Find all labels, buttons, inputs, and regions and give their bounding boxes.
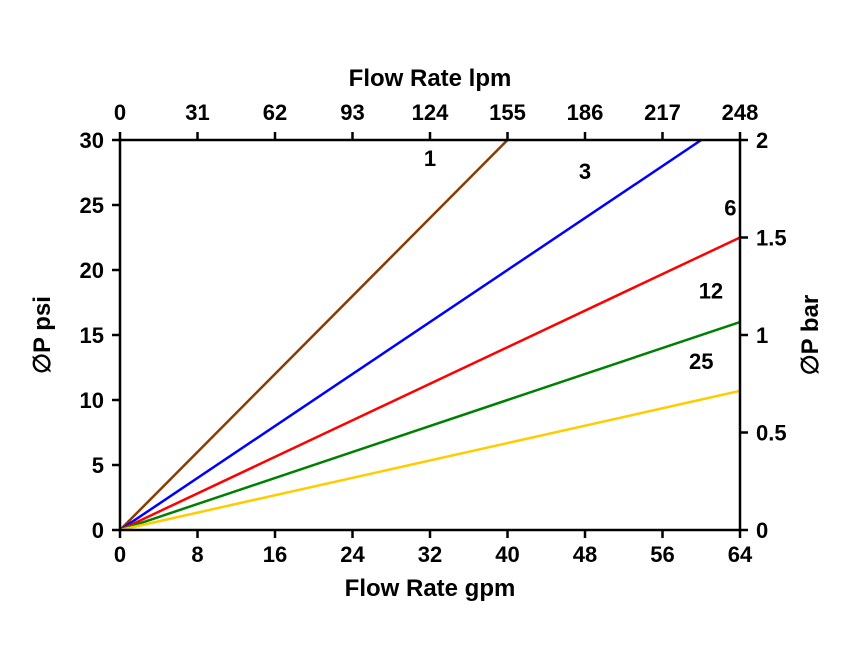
top-tick-label: 186 [567,100,604,125]
right-tick-label: 2 [756,128,768,153]
left-tick-label: 25 [80,193,104,218]
right-tick-label: 1.5 [756,226,787,251]
bottom-tick-label: 32 [418,542,442,567]
right-tick-label: 1 [756,323,768,348]
bottom-tick-label: 8 [191,542,203,567]
top-tick-label: 124 [412,100,449,125]
bottom-tick-label: 40 [495,542,519,567]
top-tick-label: 217 [644,100,681,125]
bottom-tick-label: 16 [263,542,287,567]
top-tick-label: 155 [489,100,526,125]
bottom-tick-label: 24 [340,542,365,567]
bottom-tick-label: 48 [573,542,597,567]
series-label-12: 12 [699,279,723,304]
series-label-3: 3 [579,159,591,184]
series-label-1: 1 [424,146,436,171]
left-tick-label: 30 [80,128,104,153]
chart-svg: 13612250816243240485664Flow Rate gpm0316… [0,0,858,668]
bottom-axis-title: Flow Rate gpm [345,575,516,602]
top-tick-label: 248 [722,100,759,125]
left-tick-label: 5 [92,453,104,478]
left-tick-label: 15 [80,323,104,348]
bottom-tick-label: 0 [114,542,126,567]
left-axis-title: ∅P psi [29,296,56,374]
right-tick-label: 0 [756,518,768,543]
series-label-6: 6 [724,195,736,220]
left-tick-label: 10 [80,388,104,413]
top-tick-label: 93 [340,100,364,125]
bottom-tick-label: 56 [650,542,674,567]
top-axis-title: Flow Rate lpm [349,65,512,92]
top-tick-label: 31 [185,100,209,125]
left-tick-label: 0 [92,518,104,543]
top-tick-label: 0 [114,100,126,125]
bottom-tick-label: 64 [728,542,753,567]
top-tick-label: 62 [263,100,287,125]
left-tick-label: 20 [80,258,104,283]
series-label-25: 25 [689,349,713,374]
right-tick-label: 0.5 [756,421,787,446]
right-axis-title: ∅P bar [797,295,824,376]
pressure-flow-chart: 13612250816243240485664Flow Rate gpm0316… [0,0,858,668]
